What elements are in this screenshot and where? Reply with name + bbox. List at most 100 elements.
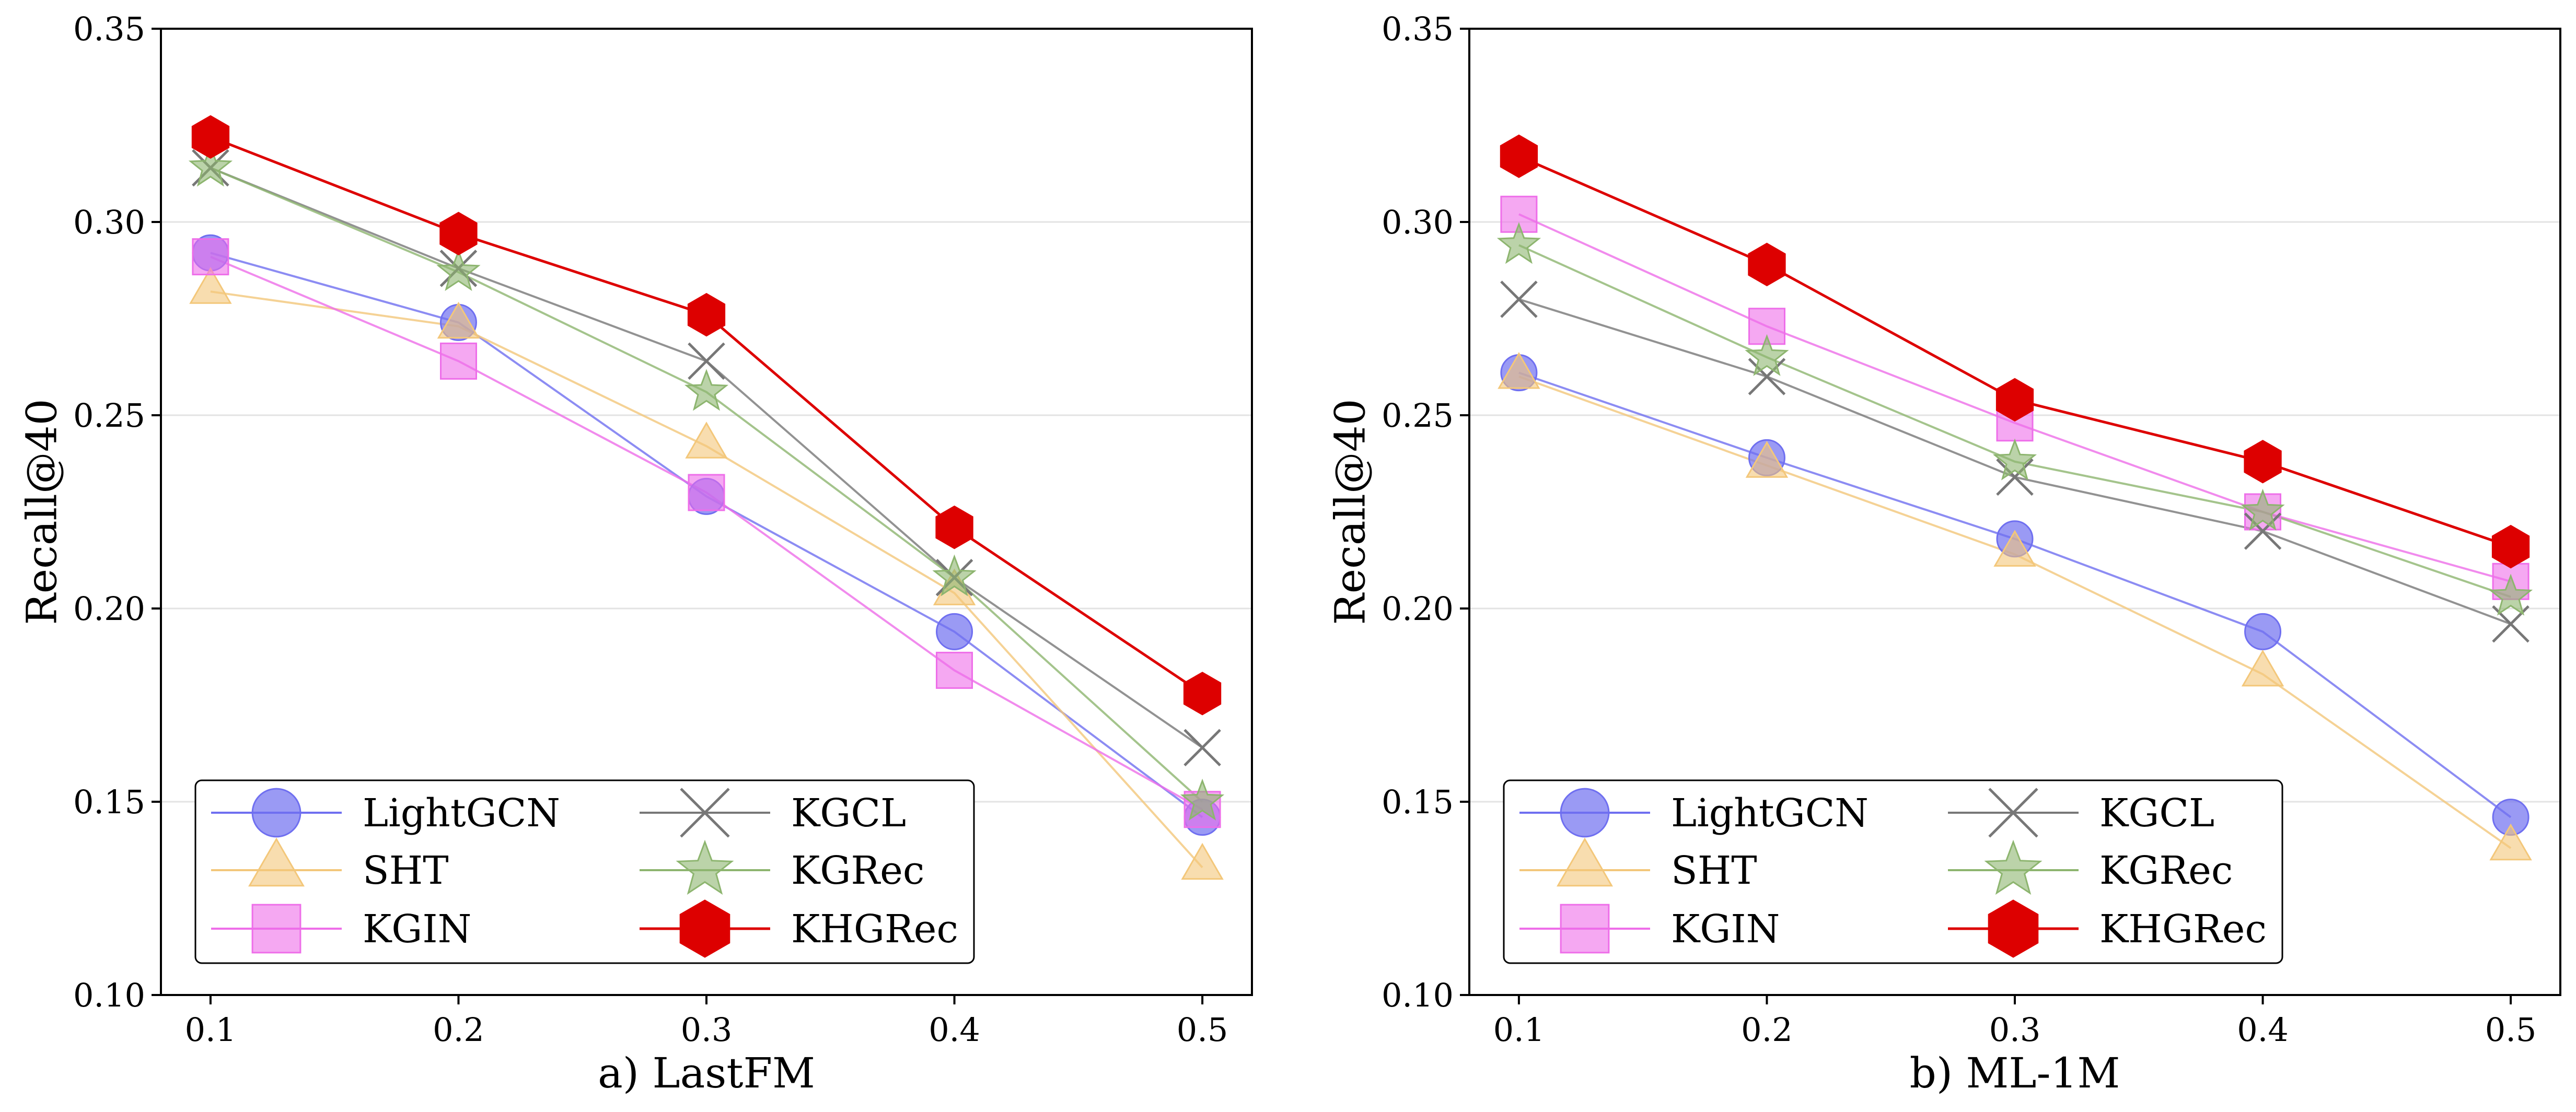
- legend-label: KGRec: [2099, 848, 2233, 893]
- legend-item-kgin: KGIN: [1519, 904, 1780, 954]
- y-tick-label: 0.15: [1382, 783, 1454, 821]
- legend-label: KGCL: [2099, 791, 2214, 836]
- y-tick-label: 0.20: [73, 590, 145, 628]
- legend-marker-star: [1984, 839, 2043, 895]
- x-axis-label: b) ML-1M: [1910, 1049, 2120, 1097]
- legend-item-kgin: KGIN: [211, 904, 471, 954]
- data-point-khgrec: [1500, 134, 1538, 178]
- legend-marker-square: [1560, 904, 1610, 954]
- x-tick-label: 0.1: [185, 1011, 237, 1049]
- y-tick-label: 0.20: [1382, 590, 1454, 628]
- legend-item-sht: SHT: [211, 837, 449, 893]
- y-axis-label: Recall@40: [18, 399, 66, 625]
- data-point-lightgcn: [936, 613, 973, 650]
- x-tick-label: 0.2: [433, 1011, 484, 1049]
- y-tick-label: 0.35: [1382, 10, 1454, 48]
- legend-label: KHGRec: [2099, 907, 2267, 952]
- data-point-kgrec: [188, 145, 233, 187]
- legend-marker-x: [680, 788, 730, 838]
- data-point-kgcl: [1748, 358, 1786, 395]
- legend-item-sht: SHT: [1519, 837, 1757, 893]
- data-point-kgrec: [932, 554, 977, 596]
- data-point-sht: [2241, 649, 2284, 687]
- chart-lastfm: 0.10 0.15 0.20 0.25 0.30 0.35 0.1 0.2 0.3 0.4 0.5 a…: [18, 10, 1253, 1097]
- x-tick-label: 0.5: [2485, 1011, 2537, 1049]
- data-point-khgrec: [1183, 672, 1222, 716]
- data-point-kgcl: [1183, 729, 1221, 767]
- data-point-sht: [685, 422, 728, 459]
- legend-label: KHGRec: [791, 907, 958, 952]
- data-point-kgrec: [2488, 573, 2533, 616]
- legend-item-kgrec: KGRec: [640, 839, 924, 895]
- data-point-sht: [1498, 352, 1540, 389]
- data-point-sht: [1993, 530, 2036, 567]
- data-point-sht: [2489, 823, 2532, 861]
- data-point-khgrec: [2244, 440, 2282, 484]
- x-tick-label: 0.3: [1989, 1011, 2041, 1049]
- y-tick-label: 0.35: [73, 10, 145, 48]
- x-tick-label: 0.3: [681, 1011, 733, 1049]
- legend-item-lightgcn: LightGCN: [211, 788, 560, 838]
- data-point-kgin: [688, 474, 725, 511]
- legend-marker-circle: [251, 788, 301, 838]
- legend-box: [194, 779, 975, 964]
- data-point-sht: [1745, 441, 1789, 478]
- data-point-khgrec: [191, 115, 230, 159]
- y-tick-label: 0.30: [73, 203, 145, 241]
- data-point-sht: [437, 301, 480, 339]
- data-point-kgin: [440, 342, 477, 380]
- data-point-kgcl: [2244, 512, 2282, 550]
- data-point-khgrec: [2491, 524, 2530, 569]
- x-tick-label: 0.2: [1741, 1011, 1793, 1049]
- legend-label: LightGCN: [1671, 791, 1869, 836]
- x-axis-label: a) LastFM: [598, 1049, 815, 1097]
- series-line-khgrec: [1518, 155, 2511, 548]
- legend-label: KGCL: [791, 791, 906, 836]
- legend-marker-x: [1988, 788, 2038, 838]
- legend-item-kgcl: KGCL: [1948, 788, 2214, 838]
- data-point-kgcl: [1500, 280, 1538, 318]
- data-point-sht: [189, 267, 232, 304]
- y-axis-label: Recall@40: [1326, 399, 1375, 625]
- data-point-kgin: [1748, 308, 1785, 345]
- legend-marker-circle: [1560, 788, 1610, 838]
- chart-ml-1m: 0.10 0.15 0.20 0.25 0.30 0.35 0.1 0.2 0.3 0.4 0.5 b…: [1326, 10, 2561, 1097]
- data-point-lightgcn: [2244, 613, 2282, 650]
- legend-marker-square: [251, 904, 301, 954]
- legend-marker-triangle: [248, 837, 305, 887]
- legend-marker-hexagon: [1988, 899, 2039, 958]
- legend-label: KGRec: [791, 848, 924, 893]
- data-point-khgrec: [1995, 378, 2034, 422]
- data-point-kgrec: [2241, 488, 2285, 531]
- y-tick-label: 0.25: [1382, 396, 1454, 435]
- x-tick-label: 0.5: [1177, 1011, 1228, 1049]
- data-point-kgcl: [688, 342, 725, 380]
- data-point-kgin: [936, 651, 973, 689]
- legend-label: KGIN: [363, 907, 471, 952]
- x-tick-label: 0.4: [2237, 1011, 2289, 1049]
- y-tick-label: 0.15: [73, 783, 145, 821]
- series-line-kgin: [210, 255, 1203, 811]
- legend-item-kgcl: KGCL: [640, 788, 906, 838]
- legend-item-khgrec: KHGRec: [1948, 899, 2267, 958]
- y-tick-label: 0.25: [73, 396, 145, 435]
- x-tick-label: 0.1: [1493, 1011, 1545, 1049]
- data-point-kgrec: [1496, 222, 1541, 264]
- data-point-kgcl: [1996, 458, 2034, 496]
- series-line-lightgcn: [210, 252, 1203, 818]
- legend-item-khgrec: KHGRec: [640, 899, 958, 958]
- legend-item-lightgcn: LightGCN: [1519, 788, 1869, 838]
- legend-marker-star: [676, 839, 734, 895]
- data-point-kgrec: [1745, 334, 1789, 376]
- data-point-khgrec: [439, 212, 478, 255]
- data-point-kgrec: [1992, 438, 2037, 481]
- legend: LightGCN SHT KGIN KGCL KGRec KHGRec: [1503, 779, 2283, 964]
- data-point-kgrec: [684, 369, 729, 411]
- legend-label: SHT: [1671, 848, 1757, 893]
- legend-label: LightGCN: [363, 791, 560, 836]
- data-point-khgrec: [935, 505, 973, 549]
- data-point-kgin: [192, 238, 229, 276]
- y-tick-label: 0.10: [73, 976, 145, 1014]
- legend-label: SHT: [363, 848, 449, 893]
